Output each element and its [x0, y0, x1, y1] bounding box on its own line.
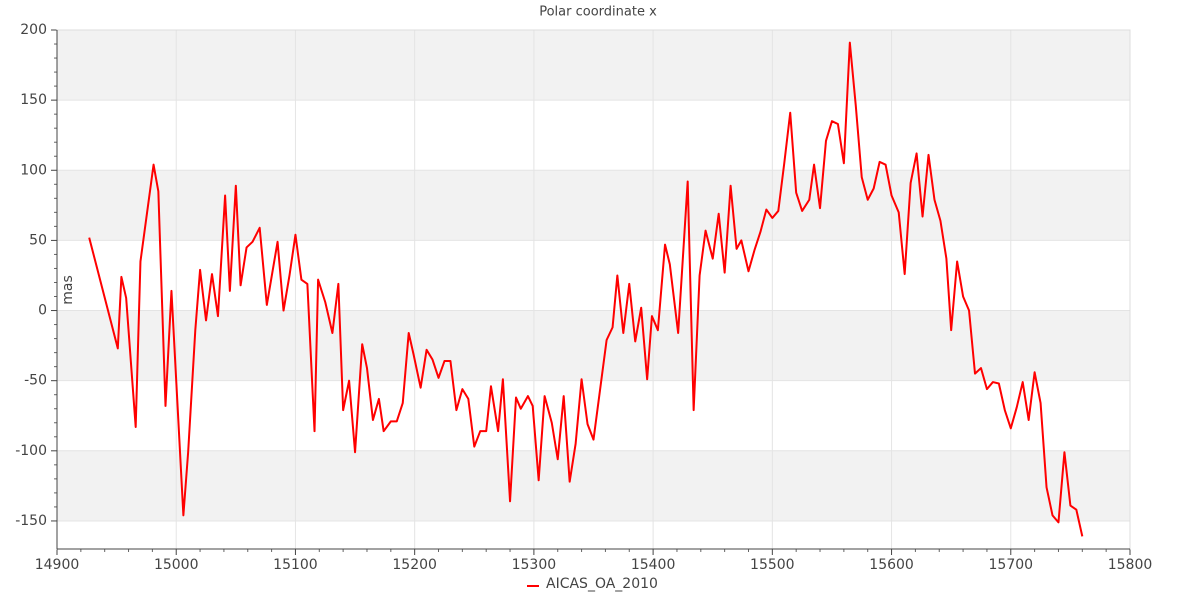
x-tick-label: 15300	[512, 557, 557, 573]
chart-title: Polar coordinate x	[539, 5, 657, 20]
y-axis-label: mas	[60, 275, 76, 305]
plot-background	[57, 30, 1130, 521]
x-tick-label: 15700	[989, 557, 1034, 573]
x-tick-label: 15200	[392, 557, 437, 573]
x-tick-label: 15400	[631, 557, 676, 573]
y-tick-label: 0	[38, 303, 47, 319]
y-tick-label: 200	[20, 22, 47, 38]
y-tick-label: -100	[15, 443, 47, 459]
y-tick-label: 100	[20, 162, 47, 178]
x-tick-label: 15500	[750, 557, 795, 573]
x-tick-label: 15000	[154, 557, 199, 573]
band	[57, 450, 1130, 521]
data-line	[88, 41, 1084, 537]
x-tick-label: 15800	[1108, 557, 1153, 573]
x-tick-label: 15600	[869, 557, 914, 573]
legend-label: AICAS_OA_2010	[546, 576, 658, 592]
y-tick-label: -50	[24, 373, 47, 389]
y-tick-label: -150	[15, 513, 47, 529]
y-tick-label: 150	[20, 92, 47, 108]
y-tick-label: 50	[29, 232, 47, 248]
x-tick-label: 14900	[35, 557, 80, 573]
band	[57, 170, 1130, 241]
band	[57, 30, 1130, 101]
x-tick-label: 15100	[273, 557, 318, 573]
